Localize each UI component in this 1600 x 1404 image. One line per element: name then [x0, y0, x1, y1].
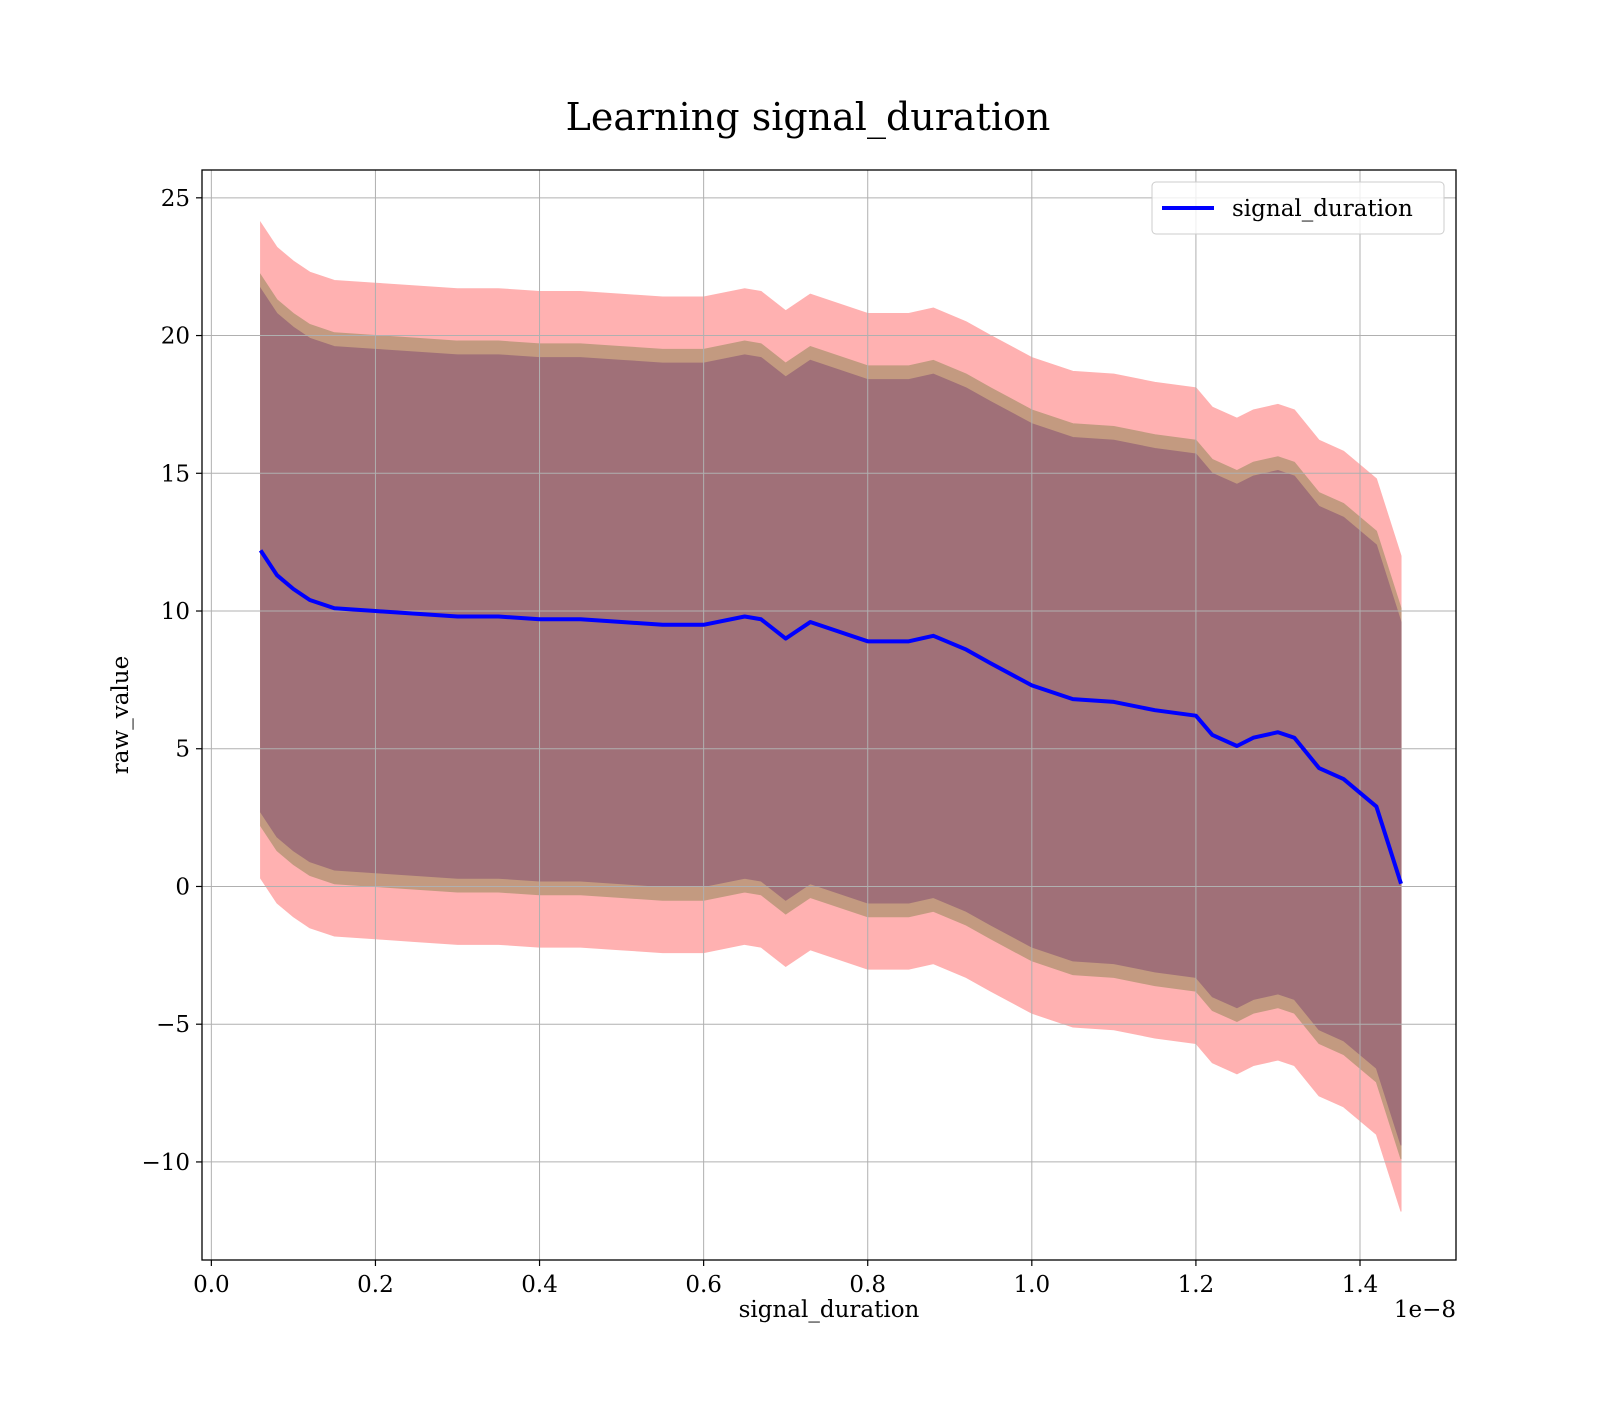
x-tick-label: 1.0 — [1014, 1272, 1051, 1298]
y-tick-label: 20 — [161, 324, 190, 350]
x-tick-label: 0.8 — [849, 1272, 886, 1298]
y-tick-label: 25 — [161, 186, 190, 212]
plot-frame — [201, 169, 1457, 1261]
y-axis-label: raw_value — [108, 656, 134, 774]
legend-box — [1151, 181, 1445, 235]
band — [260, 287, 1402, 1146]
x-tick-label: 0.6 — [685, 1272, 722, 1298]
data-line — [258, 549, 1403, 885]
y-tick-label: 5 — [175, 737, 190, 763]
chart-title: Learning signal_duration — [566, 95, 1051, 140]
x-tick-label: 1.4 — [1342, 1272, 1379, 1298]
y-tick-label: −5 — [156, 1012, 190, 1038]
y-tick-label: −10 — [141, 1150, 190, 1176]
y-tick-label: 15 — [161, 461, 190, 487]
y-tick-label: 10 — [161, 599, 190, 625]
x-axis-label: signal_duration — [739, 1297, 920, 1323]
x-tick-label: 0.4 — [521, 1272, 558, 1298]
x-tick-label: 0.2 — [357, 1272, 394, 1298]
y-tick-label: 0 — [175, 874, 190, 900]
x-tick-label: 1.2 — [1178, 1272, 1215, 1298]
legend-label: signal_duration — [1232, 196, 1413, 222]
x-offset-label: 1e−8 — [1394, 1297, 1456, 1323]
x-tick-label: 0.0 — [193, 1272, 230, 1298]
